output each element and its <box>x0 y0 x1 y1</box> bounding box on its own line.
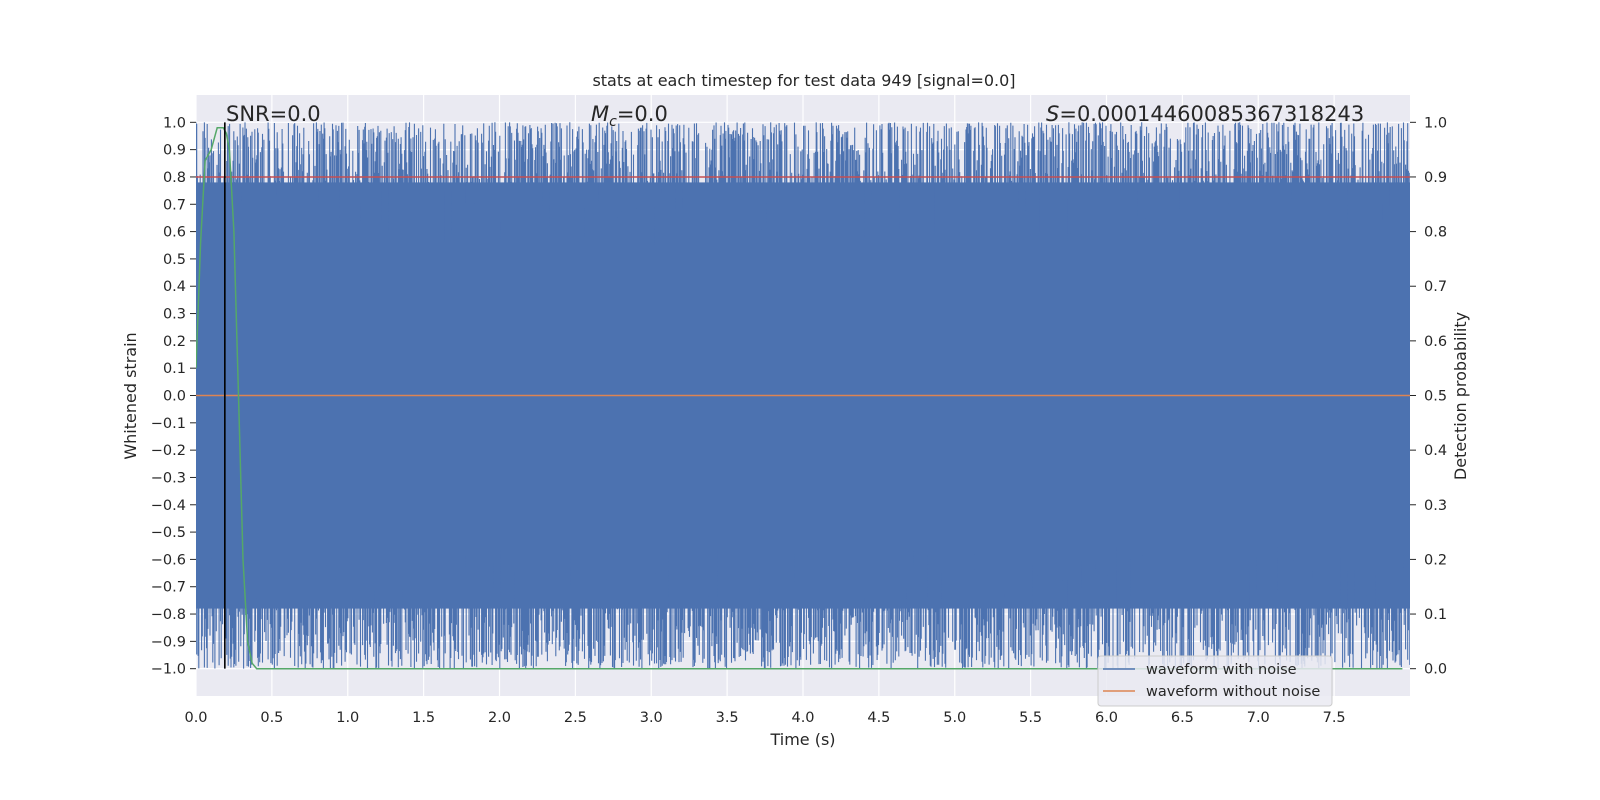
y-tick-label: 0.6 <box>163 225 186 241</box>
x-axis-label: Time (s) <box>769 730 835 749</box>
statistic-annotation: S=0.00014460085367318243 <box>1046 102 1364 126</box>
y2-tick-label: 0.3 <box>1424 498 1447 514</box>
x-tick-label: 2.5 <box>564 710 587 726</box>
x-tick-label: 5.5 <box>1019 710 1042 726</box>
y-tick-label: −0.4 <box>151 498 186 514</box>
y-tick-label: −0.3 <box>151 470 186 486</box>
y2-tick-label: 0.1 <box>1424 607 1447 623</box>
y2-tick-label: 0.5 <box>1424 389 1447 405</box>
y-axis-ticks: 1.0 0.9 0.8 0.7 0.6 0.5 0.4 0.3 0.2 0.1 0.0 −0.1 −0.… <box>151 115 196 678</box>
y-tick-label: 0.4 <box>163 279 186 295</box>
y2-tick-label: 0.8 <box>1424 225 1447 241</box>
x-tick-label: 3.5 <box>716 710 739 726</box>
chart-title: stats at each timestep for test data 949… <box>592 71 1015 90</box>
y-tick-label: 1.0 <box>163 115 186 131</box>
x-tick-label: 6.5 <box>1171 710 1194 726</box>
y-tick-label: 0.0 <box>163 389 186 405</box>
y2-tick-label: 0.0 <box>1424 662 1447 678</box>
x-axis-ticks: 0.0 0.5 1.0 1.5 2.0 2.5 3.0 3.5 4.0 4.5 5.0 5.5 6.0 6… <box>184 710 1345 726</box>
x-tick-label: 0.5 <box>260 710 283 726</box>
x-tick-label: 6.0 <box>1095 710 1118 726</box>
x-tick-label: 7.0 <box>1247 710 1270 726</box>
y-tick-label: −0.1 <box>151 416 186 432</box>
y-tick-label: −0.8 <box>151 607 186 623</box>
series-detection-probability <box>196 127 1403 670</box>
y-tick-label: 0.9 <box>163 143 186 159</box>
y2-tick-label: 0.2 <box>1424 552 1447 568</box>
x-tick-label: 7.5 <box>1323 710 1346 726</box>
x-tick-label: 1.5 <box>412 710 435 726</box>
y2-tick-label: 0.9 <box>1424 170 1447 186</box>
y-tick-label: 0.8 <box>163 170 186 186</box>
y-tick-label: 0.1 <box>163 361 186 377</box>
legend-label-waveform-with-noise: waveform with noise <box>1146 662 1297 678</box>
y-tick-label: 0.7 <box>163 197 186 213</box>
y-axis-label: Whitened strain <box>121 332 140 459</box>
y2-axis-label: Detection probability <box>1451 312 1470 480</box>
y-tick-label: 0.5 <box>163 252 186 268</box>
y2-tick-label: 0.7 <box>1424 279 1447 295</box>
legend-box <box>1097 655 1333 707</box>
y-tick-label: 0.3 <box>163 307 186 323</box>
noise-trace <box>196 122 1410 669</box>
y-tick-label: −0.6 <box>151 552 186 568</box>
y2-tick-label: 0.4 <box>1424 443 1447 459</box>
y-tick-label: −0.2 <box>151 443 186 459</box>
snr-annotation: SNR=0.0 <box>226 102 321 126</box>
y-tick-label: −1.0 <box>151 662 186 678</box>
y-tick-label: −0.7 <box>151 580 186 596</box>
x-tick-label: 0.0 <box>184 710 207 726</box>
x-tick-label: 3.0 <box>640 710 663 726</box>
x-tick-label: 1.0 <box>336 710 359 726</box>
x-tick-label: 4.0 <box>791 710 814 726</box>
y2-tick-label: 1.0 <box>1424 115 1447 131</box>
y-tick-label: −0.9 <box>151 634 186 650</box>
x-tick-label: 2.0 <box>488 710 511 726</box>
chirp-mass-annotation: Mc=0.0 <box>591 102 668 130</box>
x-tick-label: 4.5 <box>867 710 890 726</box>
y-tick-label: 0.2 <box>163 334 186 350</box>
x-tick-label: 5.0 <box>943 710 966 726</box>
y2-tick-label: 0.6 <box>1424 334 1447 350</box>
y2-axis-ticks: 1.0 0.9 0.8 0.7 0.6 0.5 0.4 0.3 0.2 0.1 0.0 <box>1410 115 1447 678</box>
legend-label-waveform-without-noise: waveform without noise <box>1146 684 1320 700</box>
legend: waveform with noise waveform without noi… <box>1097 655 1333 707</box>
y-tick-label: −0.5 <box>151 525 186 541</box>
